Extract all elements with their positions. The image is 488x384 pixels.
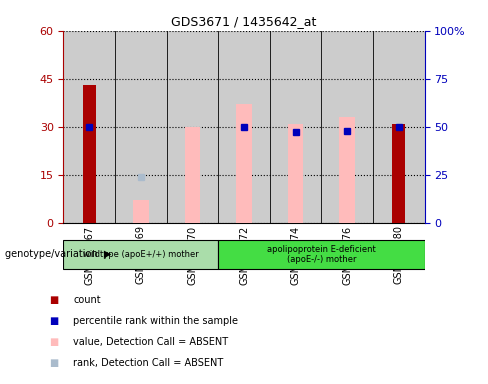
Bar — [270, 31, 322, 223]
Text: ■: ■ — [49, 337, 58, 347]
Text: ■: ■ — [49, 316, 58, 326]
Bar — [288, 124, 304, 223]
Text: ■: ■ — [49, 358, 58, 368]
Title: GDS3671 / 1435642_at: GDS3671 / 1435642_at — [171, 15, 317, 28]
Bar — [322, 31, 373, 223]
Bar — [133, 200, 148, 223]
Bar — [115, 31, 166, 223]
Text: wildtype (apoE+/+) mother: wildtype (apoE+/+) mother — [83, 250, 199, 259]
Text: apolipoprotein E-deficient
(apoE-/-) mother: apolipoprotein E-deficient (apoE-/-) mot… — [267, 245, 376, 264]
Bar — [63, 31, 115, 223]
Text: rank, Detection Call = ABSENT: rank, Detection Call = ABSENT — [73, 358, 224, 368]
Bar — [218, 31, 270, 223]
Bar — [166, 31, 218, 223]
Text: percentile rank within the sample: percentile rank within the sample — [73, 316, 238, 326]
Bar — [236, 104, 252, 223]
Bar — [184, 127, 200, 223]
Bar — [392, 124, 405, 223]
Bar — [373, 31, 425, 223]
Bar — [83, 85, 96, 223]
Bar — [218, 240, 425, 269]
Text: genotype/variation  ▶: genotype/variation ▶ — [5, 249, 111, 259]
Text: ■: ■ — [49, 295, 58, 305]
Text: value, Detection Call = ABSENT: value, Detection Call = ABSENT — [73, 337, 228, 347]
Bar — [63, 240, 218, 269]
Bar — [340, 117, 355, 223]
Text: count: count — [73, 295, 101, 305]
